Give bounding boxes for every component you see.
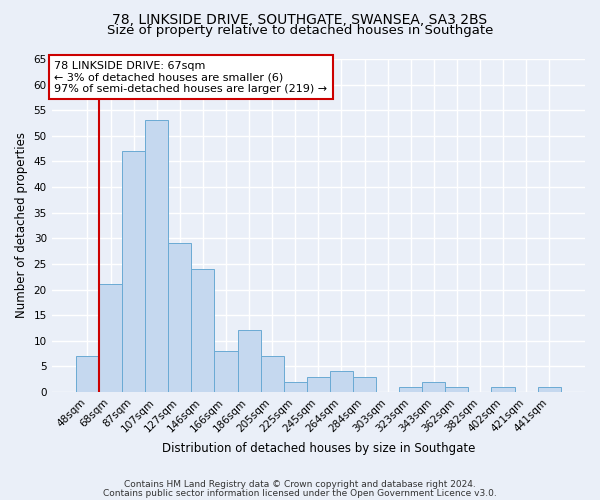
Bar [538,387,561,392]
Bar [284,382,307,392]
Bar [260,356,284,392]
Bar [145,120,168,392]
Bar [491,387,515,392]
Bar [76,356,99,392]
Bar [122,151,145,392]
Bar [422,382,445,392]
Text: Size of property relative to detached houses in Southgate: Size of property relative to detached ho… [107,24,493,37]
Bar [353,376,376,392]
Bar [307,376,330,392]
Y-axis label: Number of detached properties: Number of detached properties [15,132,28,318]
Bar [214,351,238,392]
Text: 78, LINKSIDE DRIVE, SOUTHGATE, SWANSEA, SA3 2BS: 78, LINKSIDE DRIVE, SOUTHGATE, SWANSEA, … [112,12,488,26]
Bar [191,269,214,392]
Bar [445,387,469,392]
Text: Contains public sector information licensed under the Open Government Licence v3: Contains public sector information licen… [103,488,497,498]
Bar [238,330,260,392]
Text: Contains HM Land Registry data © Crown copyright and database right 2024.: Contains HM Land Registry data © Crown c… [124,480,476,489]
X-axis label: Distribution of detached houses by size in Southgate: Distribution of detached houses by size … [161,442,475,455]
Bar [399,387,422,392]
Text: 78 LINKSIDE DRIVE: 67sqm
← 3% of detached houses are smaller (6)
97% of semi-det: 78 LINKSIDE DRIVE: 67sqm ← 3% of detache… [55,60,328,94]
Bar [99,284,122,392]
Bar [330,372,353,392]
Bar [168,244,191,392]
